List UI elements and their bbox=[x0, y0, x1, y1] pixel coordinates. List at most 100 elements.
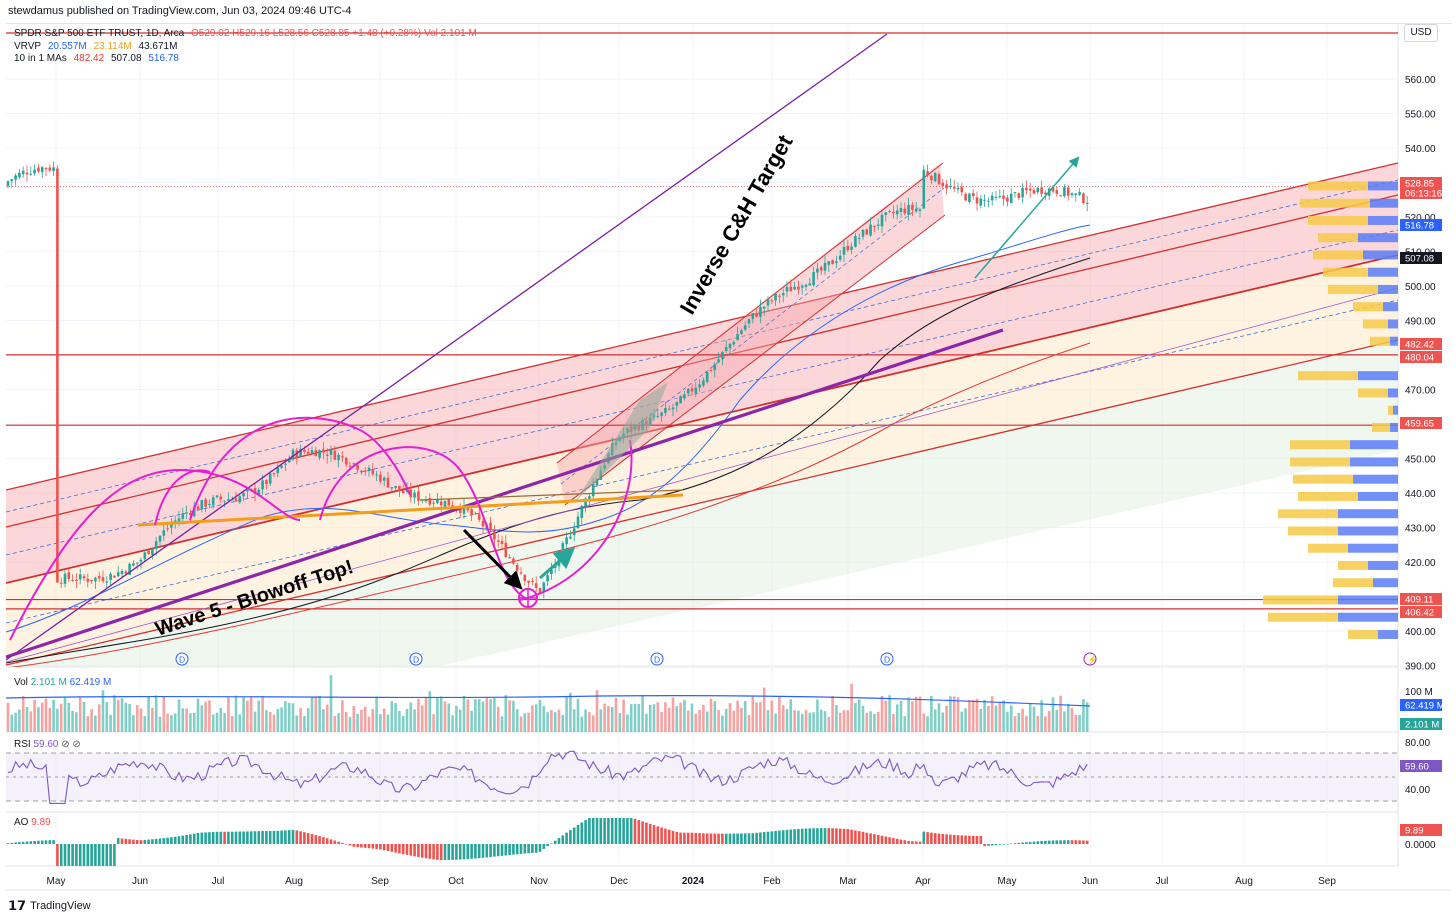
vrvp-value-1: 20.557M bbox=[47, 41, 87, 52]
volume-bar bbox=[246, 700, 249, 732]
candle-body bbox=[219, 496, 223, 500]
ao-bar bbox=[683, 832, 686, 844]
ao-bar bbox=[287, 830, 291, 844]
candle-body bbox=[945, 184, 948, 189]
candle-body bbox=[656, 415, 660, 417]
candle-body bbox=[675, 401, 679, 406]
volume-bar bbox=[998, 702, 1002, 732]
vrvp-label: VRVP bbox=[14, 41, 42, 52]
dividend-marker-icon[interactable] bbox=[650, 652, 664, 666]
volume-bar bbox=[766, 710, 770, 732]
volume-bar bbox=[227, 696, 230, 732]
candle-body bbox=[740, 330, 743, 334]
vrvp-legend[interactable]: VRVP 20.557M 23.114M 43.671M bbox=[14, 41, 181, 53]
candle-body bbox=[998, 196, 1002, 198]
ao-badge-bg bbox=[1400, 824, 1442, 836]
candle-body bbox=[1074, 193, 1078, 195]
ao-bar bbox=[960, 835, 964, 844]
ao-bar bbox=[576, 824, 580, 844]
ao-bar bbox=[724, 833, 728, 844]
ao-bar bbox=[303, 832, 306, 844]
ao-bar bbox=[439, 844, 443, 861]
candle-body bbox=[496, 540, 500, 542]
candle-body bbox=[512, 558, 515, 564]
price-axis[interactable]: 390.00400.00410.00420.00430.00440.00450.… bbox=[1405, 75, 1436, 673]
candle-body bbox=[56, 168, 59, 583]
ao-bar bbox=[1070, 840, 1074, 844]
volume-bar bbox=[272, 714, 276, 732]
ao-bar bbox=[1055, 840, 1059, 844]
symbol-legend[interactable]: SPDR S&P 500 ETF TRUST, 1D, Arca O529.02… bbox=[14, 28, 481, 40]
ao-bar bbox=[116, 838, 120, 844]
ao-bar bbox=[979, 835, 983, 844]
time-axis[interactable]: May Jun Jul Aug Sep Oct Nov Dec 2024 Feb Mar Apr May… bbox=[47, 876, 1337, 887]
time-tick-label: Mar bbox=[839, 876, 857, 887]
candle-body bbox=[120, 570, 124, 575]
volume-bar bbox=[873, 714, 876, 732]
ao-bar bbox=[633, 818, 637, 844]
ma-legend[interactable]: 10 in 1 MAs 482.42 507.08 516.78 bbox=[14, 53, 183, 65]
ao-bar bbox=[504, 844, 508, 856]
volume-bar bbox=[215, 712, 219, 732]
candle-body bbox=[287, 458, 291, 463]
volume-bar bbox=[261, 695, 264, 732]
dividend-marker-icon[interactable] bbox=[880, 652, 894, 666]
price-badge-text: 409.11 bbox=[1405, 595, 1433, 606]
candle-body bbox=[835, 261, 838, 264]
volume-bar bbox=[914, 696, 918, 732]
candle-body bbox=[200, 500, 204, 510]
earnings-marker-icon[interactable] bbox=[1083, 652, 1097, 666]
price-tick-label: 420.00 bbox=[1405, 558, 1436, 569]
ao-bar bbox=[10, 842, 14, 844]
candle-body bbox=[842, 246, 846, 255]
volume-bar bbox=[667, 707, 671, 732]
vrvp-bar-up bbox=[1298, 491, 1358, 501]
candle-body bbox=[189, 512, 192, 515]
volume-bar bbox=[287, 702, 291, 732]
volume-bar bbox=[493, 698, 496, 732]
vrvp-bar-up bbox=[1348, 629, 1378, 639]
volume-bar bbox=[603, 703, 606, 732]
volume-bar bbox=[417, 698, 420, 732]
rsi-legend[interactable]: RSI 59.60 ⊘ ⊘ bbox=[14, 739, 81, 750]
volume-bar bbox=[971, 699, 975, 732]
candle-body bbox=[732, 341, 736, 345]
candle-body bbox=[401, 490, 405, 494]
volume-bar bbox=[75, 712, 78, 732]
ao-bar bbox=[751, 833, 755, 844]
candle-body bbox=[40, 167, 44, 173]
dividend-marker-icon[interactable] bbox=[409, 652, 423, 666]
volume-bar bbox=[930, 696, 933, 732]
ao-bar bbox=[550, 843, 553, 844]
ao-bar bbox=[132, 839, 135, 844]
volume-axis: 100 M 62.419 M 2.101 M bbox=[1400, 687, 1445, 731]
dividend-marker-icon[interactable] bbox=[175, 652, 189, 666]
volume-bar bbox=[557, 709, 561, 732]
candle-body bbox=[303, 450, 306, 452]
volume-bar bbox=[181, 708, 185, 732]
volume-bar bbox=[645, 713, 648, 732]
ao-bar bbox=[272, 830, 276, 844]
candle-body bbox=[781, 293, 785, 296]
ao-bar bbox=[838, 828, 842, 844]
time-tick-label: Sep bbox=[371, 876, 389, 887]
ao-bar bbox=[493, 844, 496, 857]
volume-bar bbox=[496, 706, 500, 732]
ao-bar bbox=[249, 831, 253, 844]
ao-bar bbox=[337, 841, 340, 844]
vrvp-bar-up bbox=[1323, 267, 1368, 277]
currency-selector[interactable]: USD bbox=[1404, 24, 1438, 42]
volume-bar bbox=[1009, 705, 1013, 732]
volume-bar bbox=[56, 708, 59, 732]
ao-legend[interactable]: AO 9.89 bbox=[14, 817, 51, 828]
candle-body bbox=[1040, 187, 1043, 194]
candle-body bbox=[793, 286, 796, 290]
volume-legend[interactable]: Vol 2.101 M 62.419 M bbox=[14, 677, 111, 688]
ao-bar bbox=[113, 844, 116, 866]
vrvp-bar-down bbox=[1348, 543, 1398, 553]
volume-bar bbox=[170, 715, 173, 732]
volume-bar bbox=[59, 703, 63, 732]
volume-bar bbox=[614, 697, 618, 732]
volume-bar bbox=[420, 705, 424, 732]
